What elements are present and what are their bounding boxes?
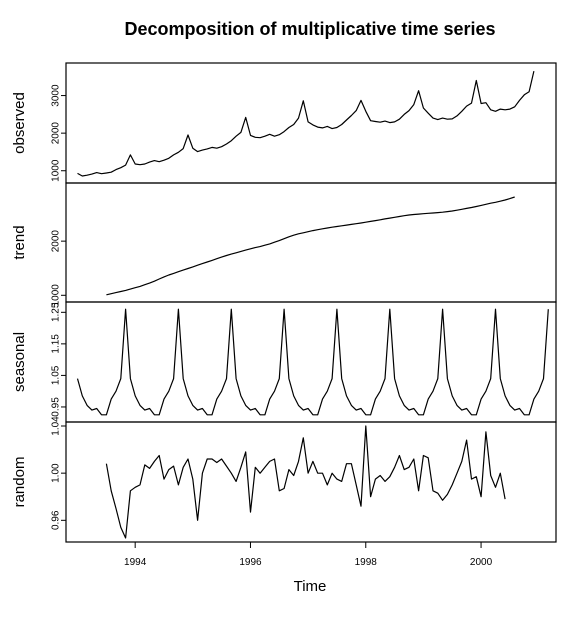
trend-ytick-label: 1000: [51, 284, 62, 307]
random-ytick-label: 0.96: [51, 510, 62, 530]
xtick-label: 1996: [239, 557, 262, 568]
observed-ytick-label: 3000: [51, 84, 62, 107]
random-line: [105, 425, 506, 539]
observed-ytick-label: 2000: [51, 122, 62, 145]
trend-panel: trend 1000 2000: [11, 182, 557, 307]
x-axis-label: Time: [294, 578, 327, 595]
random-ylabel: random: [11, 457, 28, 508]
seasonal-ytick-label: 1.25: [51, 302, 62, 322]
observed-line: [77, 70, 535, 177]
random-y-axis: 0.96 1.00 1.04: [51, 416, 66, 530]
observed-ylabel: observed: [11, 92, 28, 154]
seasonal-ytick-label: 1.05: [51, 365, 62, 385]
seasonal-panel: seasonal 0.95 1.05 1.15 1.25: [11, 301, 557, 423]
seasonal-ytick-label: 1.15: [51, 334, 62, 354]
seasonal-y-axis: 0.95 1.05 1.15 1.25: [51, 302, 66, 417]
trend-ytick-label: 2000: [51, 230, 62, 253]
random-ytick-label: 1.04: [51, 416, 62, 436]
trend-line: [106, 196, 515, 296]
random-frame: [65, 421, 557, 543]
observed-ytick-label: 1000: [51, 159, 62, 182]
x-axis: 1994 1996 1998 2000: [124, 542, 493, 568]
trend-y-axis: 1000 2000: [51, 230, 66, 307]
seasonal-line: [76, 308, 549, 416]
trend-frame: [65, 182, 557, 303]
seasonal-ylabel: seasonal: [11, 332, 28, 392]
xtick-label: 1994: [124, 557, 147, 568]
chart-title: Decomposition of multiplicative time ser…: [124, 19, 495, 39]
trend-ylabel: trend: [11, 225, 28, 259]
random-panel: random 0.96 1.00 1.04: [11, 416, 557, 543]
seasonal-ytick-label: 0.95: [51, 397, 62, 417]
xtick-label: 2000: [470, 557, 493, 568]
random-ytick-label: 1.00: [51, 463, 62, 483]
observed-y-axis: 1000 2000 3000: [51, 84, 66, 182]
xtick-label: 1998: [355, 557, 378, 568]
observed-panel: observed 1000 2000 3000: [11, 62, 557, 184]
